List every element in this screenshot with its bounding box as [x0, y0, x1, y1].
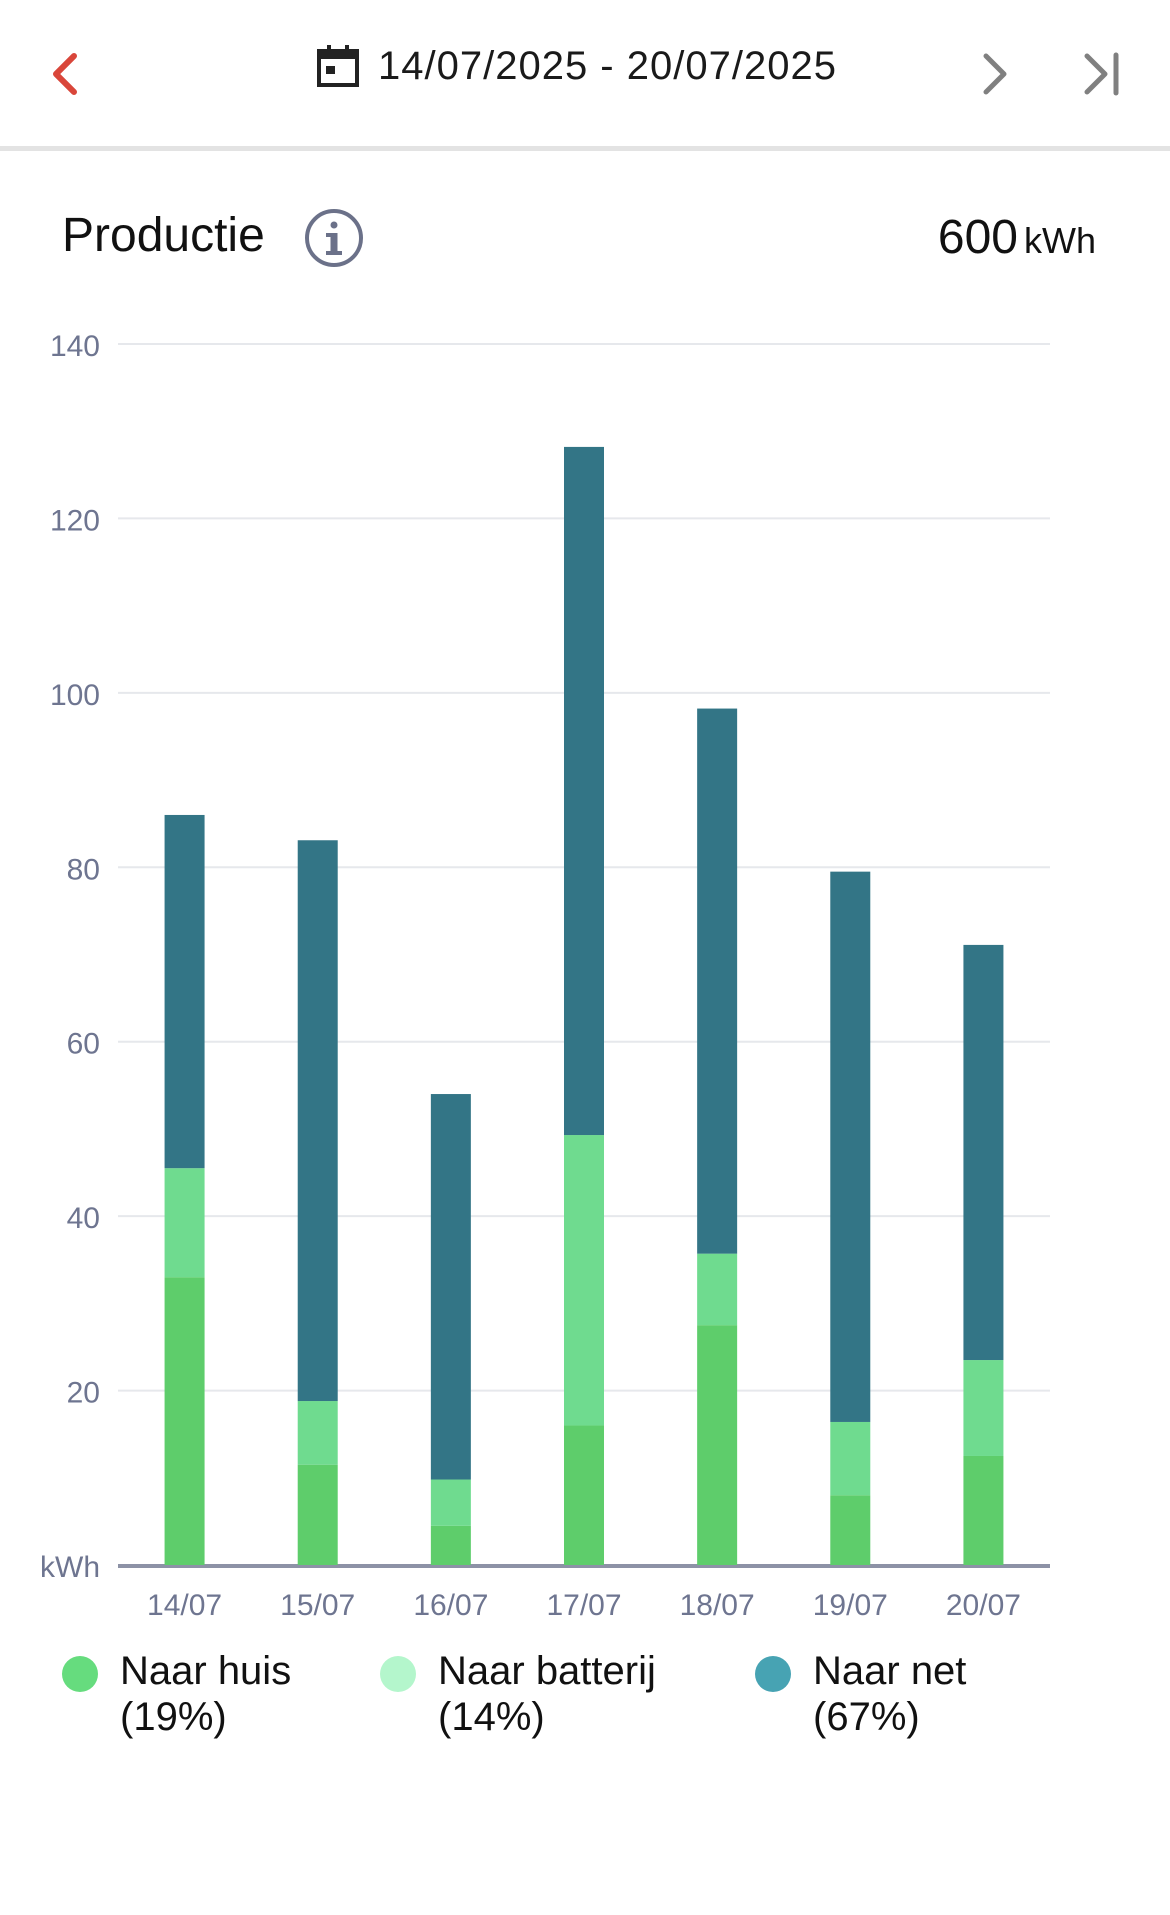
x-tick-label: 20/07 [946, 1589, 1021, 1622]
y-tick-label: 60 [67, 1028, 100, 1061]
y-tick-label: 20 [67, 1377, 100, 1410]
bar-segment-naar-batterij[interactable] [963, 1360, 1004, 1456]
date-range-label: 14/07/2025 - 20/07/2025 [378, 43, 837, 88]
legend-dot-naar-batterij [380, 1656, 416, 1692]
y-tick-label: 40 [67, 1202, 100, 1235]
calendar-icon [317, 45, 359, 87]
bar-segment-naar-batterij[interactable] [164, 1168, 205, 1278]
last-week-button[interactable] [1076, 44, 1130, 104]
total-value: 600 [937, 211, 1018, 264]
legend-percentage: (19%) [120, 1695, 227, 1739]
total-production: 600 kWh [938, 210, 1096, 265]
previous-week-button[interactable] [40, 44, 90, 104]
x-tick-label: 15/07 [280, 1589, 355, 1622]
legend-label: Naar huis [120, 1649, 292, 1693]
production-bar-chart: 20 40 60 80 100 120 140 kWh 14/07 15/07 16/07 17/0… [40, 330, 1050, 1622]
legend-item-naar-batterij[interactable]: Naar batterij (14%) [380, 1648, 656, 1740]
bar-segment-naar-net[interactable] [830, 871, 871, 1422]
y-tick-label: 140 [50, 330, 100, 363]
bar-segment-naar-net[interactable] [697, 708, 738, 1254]
date-navigation-bar: 14/07/2025 - 20/07/2025 [0, 0, 1170, 151]
total-unit: kWh [1024, 220, 1096, 261]
bar-segment-naar-huis[interactable] [430, 1525, 471, 1565]
x-tick-label: 17/07 [546, 1589, 621, 1622]
bar-segment-naar-huis[interactable] [830, 1495, 871, 1565]
chevron-left-icon [53, 53, 77, 95]
chart-legend: Naar huis (19%) Naar batterij (14%) Naar… [0, 1648, 1170, 1768]
bar-segment-naar-batterij[interactable] [297, 1401, 338, 1465]
legend-dot-naar-huis [62, 1656, 98, 1692]
bar-segment-naar-huis[interactable] [564, 1425, 604, 1565]
x-tick-label: 14/07 [147, 1589, 222, 1622]
bar-segment-naar-huis[interactable] [297, 1464, 338, 1565]
x-tick-label: 16/07 [413, 1589, 488, 1622]
bar-segment-naar-huis[interactable] [164, 1277, 205, 1565]
y-tick-label: 100 [50, 679, 100, 712]
bar-segment-naar-batterij[interactable] [430, 1479, 471, 1526]
info-icon [305, 209, 363, 267]
bar-segment-naar-huis[interactable] [963, 1455, 1004, 1565]
bar-segment-naar-net[interactable] [963, 944, 1004, 1361]
y-tick-label: 80 [67, 853, 100, 886]
next-week-button[interactable] [968, 44, 1022, 104]
legend-item-naar-huis[interactable]: Naar huis (19%) [62, 1648, 291, 1740]
y-axis-unit-label: kWh [40, 1551, 100, 1584]
legend-dot-naar-net [755, 1656, 791, 1692]
date-range-picker[interactable]: 14/07/2025 - 20/07/2025 [316, 36, 837, 96]
legend-label: Naar batterij [438, 1649, 656, 1693]
x-tick-label: 18/07 [680, 1589, 755, 1622]
bar-segment-naar-net[interactable] [430, 1094, 471, 1480]
bar-segment-naar-batterij[interactable] [564, 1135, 604, 1426]
bar-segment-naar-batterij[interactable] [830, 1421, 871, 1496]
bar-segment-naar-net[interactable] [297, 840, 338, 1402]
x-tick-label: 19/07 [813, 1589, 888, 1622]
chevron-right-icon [983, 53, 1007, 95]
bar-segment-naar-net[interactable] [164, 814, 205, 1169]
bar-segment-naar-batterij[interactable] [697, 1253, 738, 1326]
legend-percentage: (14%) [438, 1695, 545, 1739]
skip-to-end-icon [1084, 52, 1119, 96]
section-title: Productie [62, 209, 265, 262]
y-tick-label: 120 [50, 504, 100, 537]
legend-label: Naar net [813, 1649, 967, 1693]
bar-segment-naar-huis[interactable] [697, 1325, 738, 1565]
legend-percentage: (67%) [813, 1695, 920, 1739]
info-button[interactable] [304, 208, 364, 268]
legend-item-naar-net[interactable]: Naar net (67%) [755, 1648, 966, 1740]
bar-segment-naar-net[interactable] [564, 446, 604, 1136]
